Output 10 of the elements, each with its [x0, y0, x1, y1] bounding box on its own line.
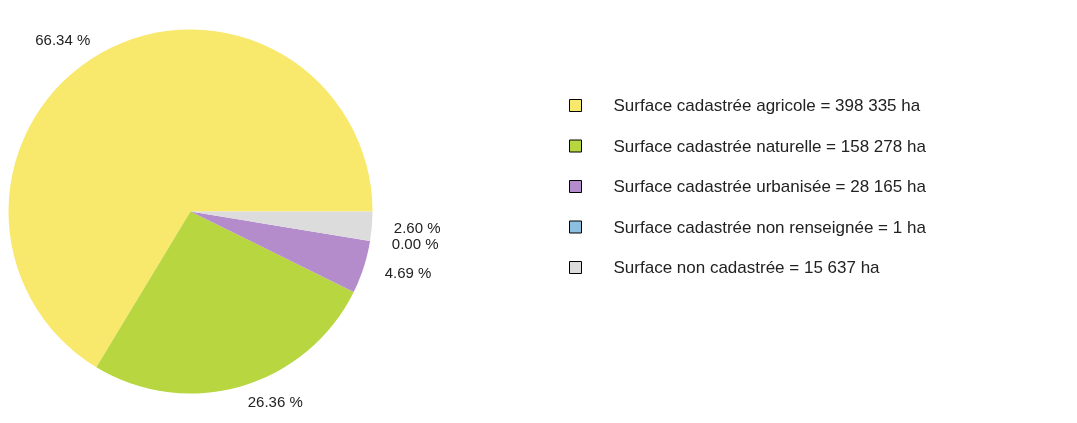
text: 0.00 %: [391, 235, 439, 253]
legend-label: Surface cadastrée agricole = 398 335 ha: [613, 96, 921, 115]
data-label: 2.60 %: [393, 219, 441, 237]
legend-label: Surface non cadastrée = 15 637 ha: [613, 258, 881, 277]
data-label: 26.36 %: [247, 393, 303, 411]
legend-label: Surface cadastrée non renseignée = 1 ha: [613, 217, 927, 237]
legend-label: Surface cadastrée urbanisée = 28 165 ha: [613, 177, 927, 196]
data-label: 66.34 %: [35, 30, 91, 48]
data-label: 4.69 %: [384, 263, 432, 281]
legend-label: Surface cadastrée naturelle = 158 278 ha: [613, 136, 927, 156]
